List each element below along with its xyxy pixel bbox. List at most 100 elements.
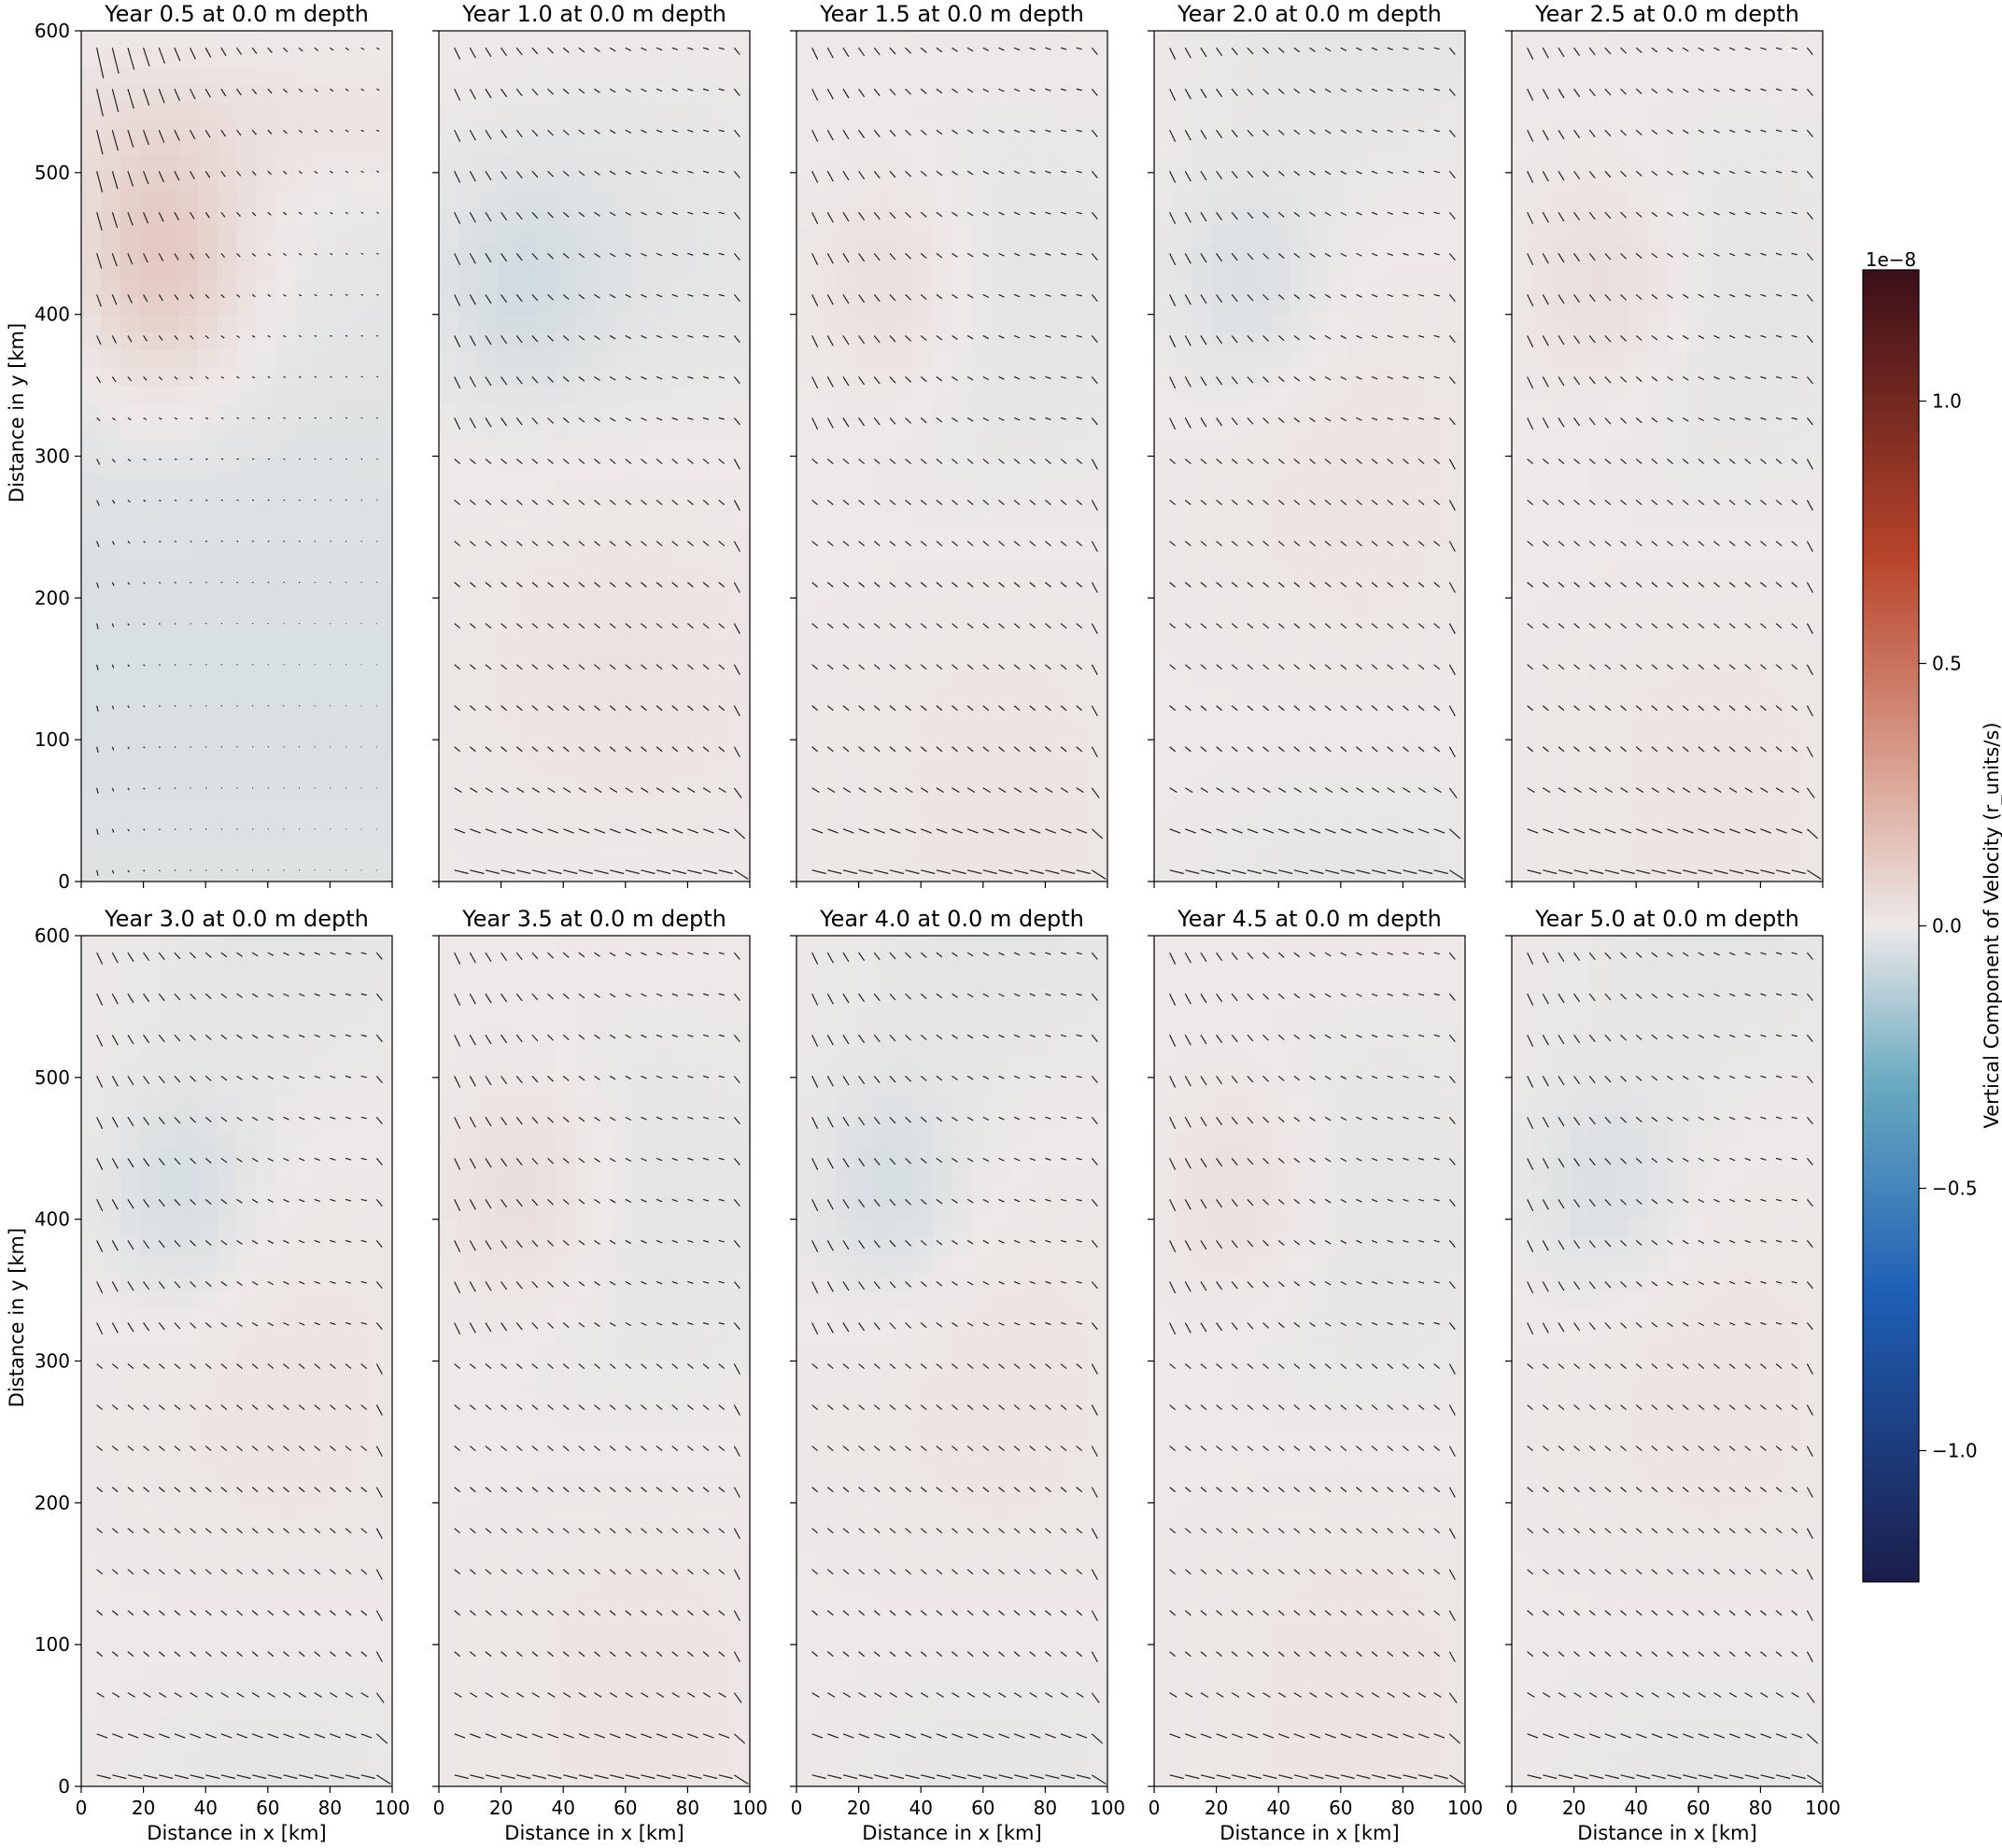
heatmap-cell: [672, 439, 692, 458]
heatmap-cell: [653, 509, 672, 528]
heatmap-cell: [218, 598, 237, 616]
heatmap-cell: [1212, 173, 1232, 191]
heatmap-cell: [1589, 386, 1609, 404]
heatmap-cell: [711, 457, 730, 475]
heatmap-cell: [672, 244, 692, 262]
heatmap-cell: [256, 190, 275, 209]
heatmap-cell: [295, 155, 315, 174]
heatmap-cell: [633, 155, 653, 174]
heatmap-cell: [1388, 102, 1407, 120]
heatmap-cell: [439, 686, 458, 705]
heatmap-cell: [101, 332, 120, 351]
heatmap-cell: [653, 155, 672, 174]
heatmap-cell: [1348, 562, 1368, 581]
heatmap-cell: [237, 562, 257, 581]
heatmap-cell: [1445, 846, 1465, 865]
heatmap-cell: [1154, 226, 1174, 245]
heatmap-cell: [1348, 102, 1368, 120]
heatmap-cell: [1251, 368, 1271, 387]
heatmap-cell: [458, 155, 478, 174]
heatmap-cell: [1388, 137, 1407, 156]
heatmap-cell: [101, 457, 120, 475]
heatmap-cell: [1570, 740, 1589, 758]
heatmap-cell: [692, 439, 712, 458]
heatmap-cell: [1232, 350, 1251, 369]
heatmap-cell: [275, 190, 295, 209]
heatmap-cell: [913, 562, 933, 581]
heatmap-cell: [913, 244, 933, 262]
heatmap-cell: [556, 31, 575, 49]
heatmap-cell: [478, 457, 498, 475]
heatmap-cell: [1348, 491, 1368, 510]
heatmap-cell: [1154, 846, 1174, 865]
heatmap-cell: [1251, 279, 1271, 298]
heatmap-cell: [1551, 669, 1571, 687]
heatmap-cell: [874, 155, 894, 174]
heatmap-cell: [933, 226, 952, 245]
heatmap-cell: [178, 190, 198, 209]
heatmap-cell: [497, 261, 516, 280]
heatmap-cell: [971, 279, 991, 298]
heatmap-cell: [894, 350, 913, 369]
heatmap-cell: [458, 350, 478, 369]
heatmap-cell: [1388, 84, 1407, 103]
heatmap-cell: [1271, 137, 1290, 156]
heatmap-cell: [1531, 457, 1551, 475]
heatmap-cell: [556, 421, 575, 440]
heatmap-cell: [256, 84, 275, 103]
heatmap-cell: [1329, 722, 1348, 741]
heatmap-cell: [1310, 226, 1330, 245]
heatmap-cell: [139, 846, 159, 865]
heatmap-cell: [711, 669, 730, 687]
heatmap-cell: [373, 31, 392, 49]
heatmap-cell: [1088, 439, 1107, 458]
heatmap-cell: [1407, 722, 1427, 741]
heatmap-cell: [295, 846, 315, 865]
heatmap-cell: [159, 332, 178, 351]
heatmap-cell: [672, 297, 692, 316]
heatmap-cell: [1388, 315, 1407, 333]
heatmap-cell: [1271, 793, 1290, 811]
heatmap-cell: [797, 562, 816, 581]
heatmap-cell: [1050, 208, 1069, 227]
heatmap-cell: [178, 669, 198, 687]
heatmap-cell: [556, 686, 575, 705]
heatmap-cell: [458, 190, 478, 209]
quiver-arrow: [376, 253, 378, 254]
heatmap-cell: [295, 368, 315, 387]
heatmap-cell: [613, 686, 633, 705]
heatmap-cell: [836, 226, 855, 245]
heatmap-cell: [178, 775, 198, 794]
heatmap-cell: [1010, 84, 1030, 103]
heatmap-cell: [1193, 31, 1213, 49]
heatmap-cell: [1271, 846, 1290, 865]
heatmap-cell: [159, 190, 178, 209]
heatmap-cell: [595, 31, 614, 49]
heatmap-cell: [1589, 190, 1609, 209]
heatmap-cell: [913, 439, 933, 458]
heatmap-cell: [497, 457, 516, 475]
heatmap-cell: [1030, 84, 1050, 103]
heatmap-cell: [575, 137, 595, 156]
heatmap-cell: [353, 403, 373, 422]
heatmap-cell: [237, 439, 257, 458]
heatmap-cell: [672, 386, 692, 404]
heatmap-cell: [1368, 368, 1388, 387]
heatmap-cell: [1154, 368, 1174, 387]
heatmap-cell: [556, 846, 575, 865]
heatmap-cell: [198, 615, 218, 634]
heatmap-cell: [81, 686, 101, 705]
heatmap-cell: [1212, 527, 1232, 545]
heatmap-cell: [478, 598, 498, 616]
heatmap-cell: [1193, 793, 1213, 811]
heatmap-cell: [218, 722, 237, 741]
heatmap-cell: [913, 208, 933, 227]
heatmap-cell: [633, 102, 653, 120]
heatmap-cell: [1589, 722, 1609, 741]
heatmap-cell: [458, 315, 478, 333]
heatmap-cell: [1551, 31, 1571, 49]
heatmap-cell: [101, 722, 120, 741]
heatmap-cell: [373, 190, 392, 209]
heatmap-cell: [854, 811, 874, 829]
heatmap-cell: [497, 615, 516, 634]
